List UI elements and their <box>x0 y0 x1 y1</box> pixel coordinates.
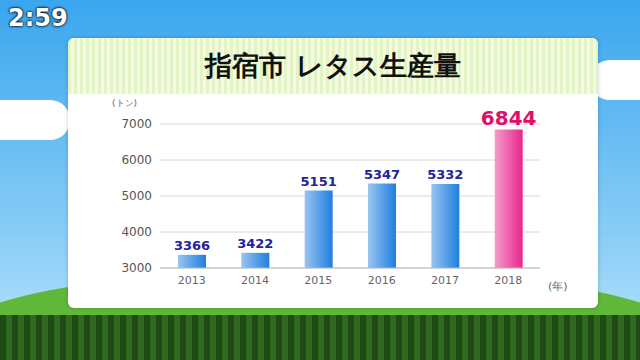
html-text:指宿市 レタス生産量: 指宿市 レタス生産量 <box>205 50 461 81</box>
svg-text:3422: 3422 <box>237 236 273 251</box>
svg-text:3000: 3000 <box>121 261 152 275</box>
svg-text:5000: 5000 <box>121 189 152 203</box>
svg-text:2017: 2017 <box>431 274 459 287</box>
html-text:2:59: 2:59 <box>8 4 68 32</box>
html-text:(トン): (トン) <box>112 98 137 108</box>
svg-text:7000: 7000 <box>121 117 152 131</box>
svg-text:2013: 2013 <box>178 274 206 287</box>
svg-text:6844: 6844 <box>481 106 537 130</box>
svg-text:5151: 5151 <box>301 174 337 189</box>
svg-text:2016: 2016 <box>368 274 396 287</box>
svg-text:2015: 2015 <box>304 274 332 287</box>
svg-text:5347: 5347 <box>364 167 400 182</box>
svg-text:4000: 4000 <box>121 225 152 239</box>
html-text:(年): (年) <box>548 280 568 293</box>
svg-text:2018: 2018 <box>494 274 522 287</box>
svg-text:3366: 3366 <box>174 238 210 253</box>
svg-text:6000: 6000 <box>121 153 152 167</box>
svg-text:2014: 2014 <box>241 274 269 287</box>
svg-text:5332: 5332 <box>427 167 463 182</box>
